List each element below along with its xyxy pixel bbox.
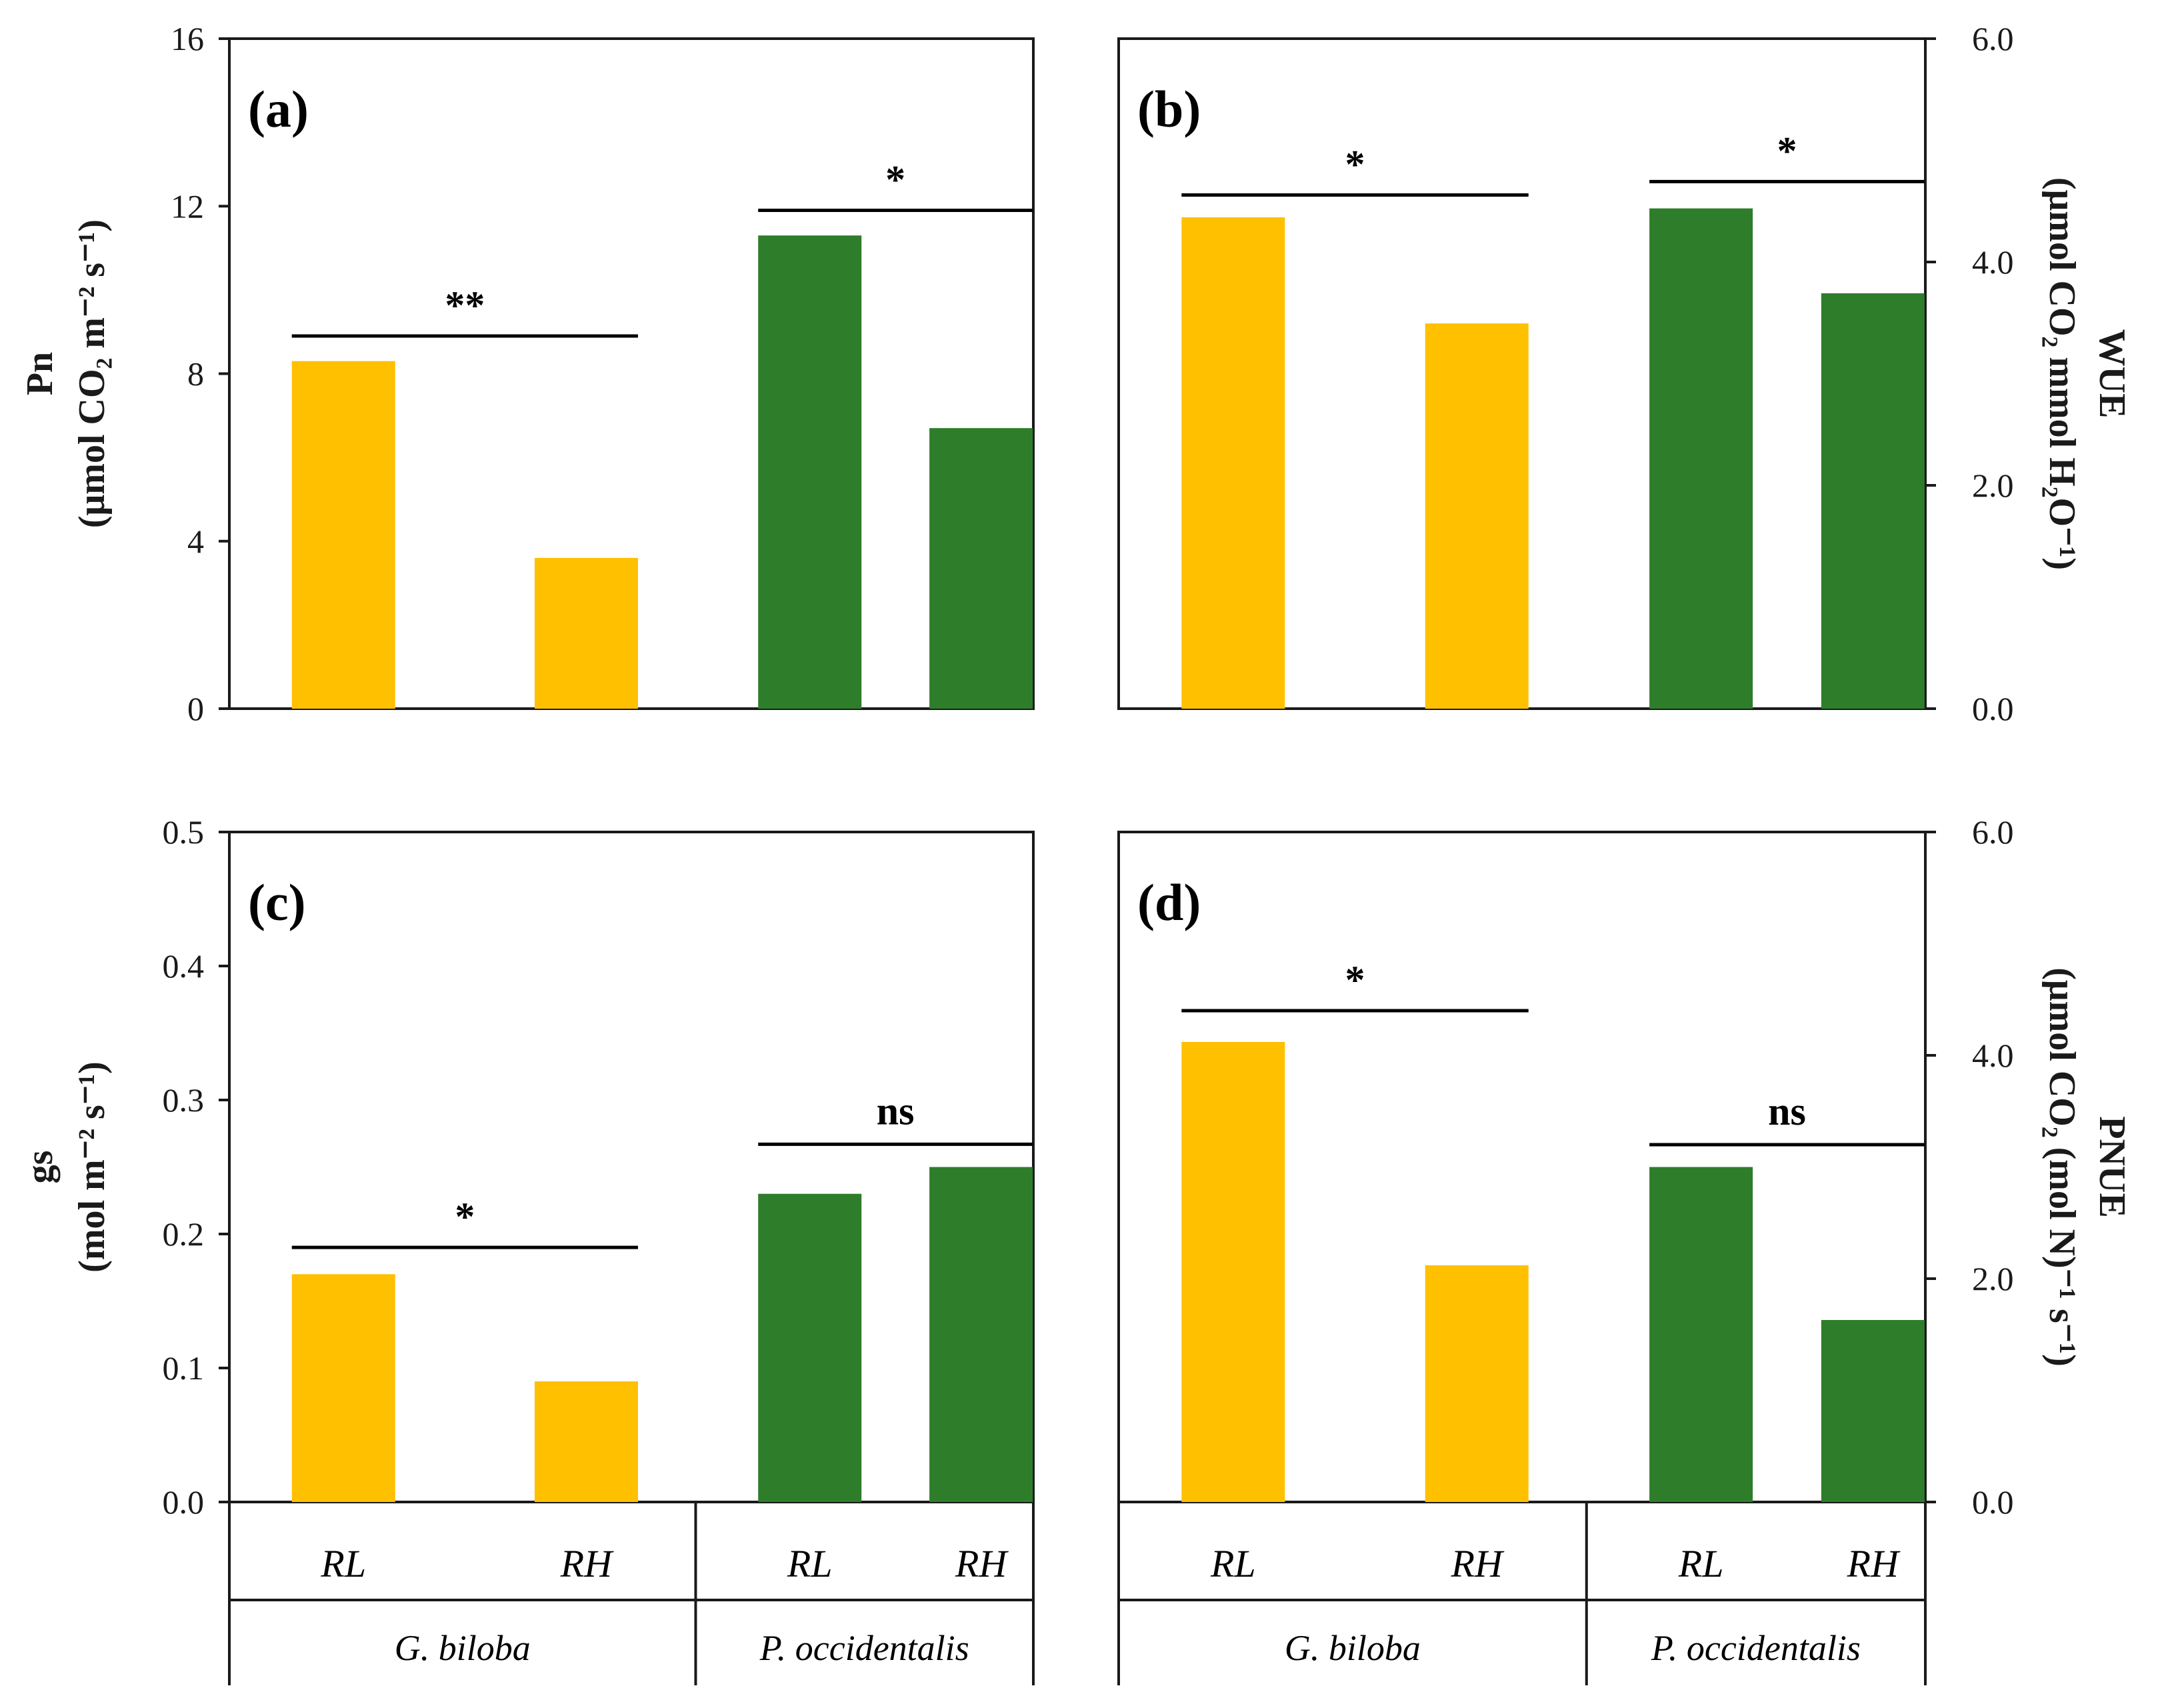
panel-label: (a) [248,80,309,138]
significance-label: * [1777,129,1797,173]
x-category-label: RH [1451,1542,1505,1585]
significance-label: * [1345,958,1365,1002]
bar-g-biloba-rl [291,361,395,709]
chart-panel-d: 0.0 2.0 4.0 6.0 * ns (d) PNUE(μmol CO₂ (mol N)⁻… [1117,813,2133,1521]
bar-g-biloba-rh [534,557,638,709]
y-axis-unit: (mol m⁻² s⁻¹) [71,1061,113,1273]
bar-p-occidentalis-rh [1821,293,1925,709]
y-tick-label: 4.0 [1972,1037,2014,1074]
significance-label: ns [877,1089,915,1133]
bar-g-biloba-rl [1181,217,1285,709]
y-tick-label: 0.0 [1972,1483,2014,1521]
bar-g-biloba-rh [1425,1265,1529,1502]
x-category-label: RH [955,1542,1009,1585]
significance-label: * [1345,143,1365,187]
y-tick-label: 0.3 [163,1081,205,1119]
y-tick-label: 0.5 [163,813,205,851]
bar-p-occidentalis-rl [1649,1167,1753,1502]
significance-label: * [455,1195,475,1239]
x-species-label: G. biloba [1285,1628,1421,1668]
y-axis-title: WUE [2091,329,2133,419]
y-tick-label: 0.0 [163,1483,205,1521]
bar-p-occidentalis-rl [758,235,862,709]
significance-label: ** [445,283,485,327]
bar-p-occidentalis-rl [1649,208,1753,709]
x-species-label: P. occidentalis [759,1628,969,1668]
bar-p-occidentalis-rh [929,1167,1033,1502]
x-axis-table-c: RL RH G. biloba RL RH P. occidentalis [228,1502,1035,1685]
y-tick-label: 6.0 [1972,813,2014,851]
y-tick-label: 0.2 [163,1215,205,1253]
x-category-label: RL [1210,1542,1256,1585]
y-tick-label: 0.4 [163,947,205,985]
x-species-label: G. biloba [395,1628,531,1668]
y-tick-label: 0.1 [163,1349,205,1387]
bar-p-occidentalis-rl [758,1193,862,1502]
x-category-label: RH [560,1542,614,1585]
y-axis-title: PNUE [2091,1116,2133,1217]
y-tick-label: 2.0 [1972,467,2014,504]
y-axis-unit: (μmol CO₂ (mol N)⁻¹ s⁻¹) [2041,967,2083,1366]
y-axis-unit: (μmol CO₂ mmol H₂O⁻¹) [2041,177,2083,570]
bar-p-occidentalis-rh [929,428,1033,709]
bar-g-biloba-rh [1425,323,1529,709]
x-category-label: RL [1678,1542,1724,1585]
bar-g-biloba-rl [291,1274,395,1502]
x-category-label: RL [320,1542,366,1585]
significance-label: ns [1768,1089,1806,1133]
y-tick-label: 0.0 [1972,690,2014,727]
y-tick-label: 12 [171,187,204,225]
y-tick-label: 16 [171,20,204,57]
y-tick-label: 2.0 [1972,1260,2014,1297]
bar-g-biloba-rl [1181,1041,1285,1502]
y-axis-unit: (μmol CO₂ m⁻² s⁻¹) [71,219,113,528]
x-category-label: RL [787,1542,833,1585]
y-axis-title: gs [19,1151,61,1184]
y-tick-label: 0 [187,690,204,727]
panel-label: (d) [1137,873,1201,931]
significance-label: * [885,158,905,202]
panel-label: (c) [248,873,306,931]
y-tick-label: 8 [187,355,204,393]
x-species-label: P. occidentalis [1651,1628,1861,1668]
y-tick-label: 4.0 [1972,243,2014,281]
y-tick-label: 6.0 [1972,20,2014,57]
chart-panel-b: 0.0 2.0 4.0 6.0 * * (b) WUE(μmol CO₂ mmol H₂O⁻¹… [1117,20,2133,727]
bar-p-occidentalis-rh [1821,1319,1925,1502]
x-axis-table-d: RL RH G. biloba RL RH P. occidentalis [1117,1502,1927,1685]
y-tick-label: 4 [187,523,204,560]
bar-g-biloba-rh [534,1381,638,1502]
y-axis-title: Pn [19,352,61,395]
panel-label: (b) [1137,80,1201,138]
x-category-label: RH [1847,1542,1901,1585]
chart-panel-c: 0.0 0.1 0.2 0.3 0.4 0.5 * ns (c) gs (mol m⁻² s⁻¹) [19,813,1035,1521]
